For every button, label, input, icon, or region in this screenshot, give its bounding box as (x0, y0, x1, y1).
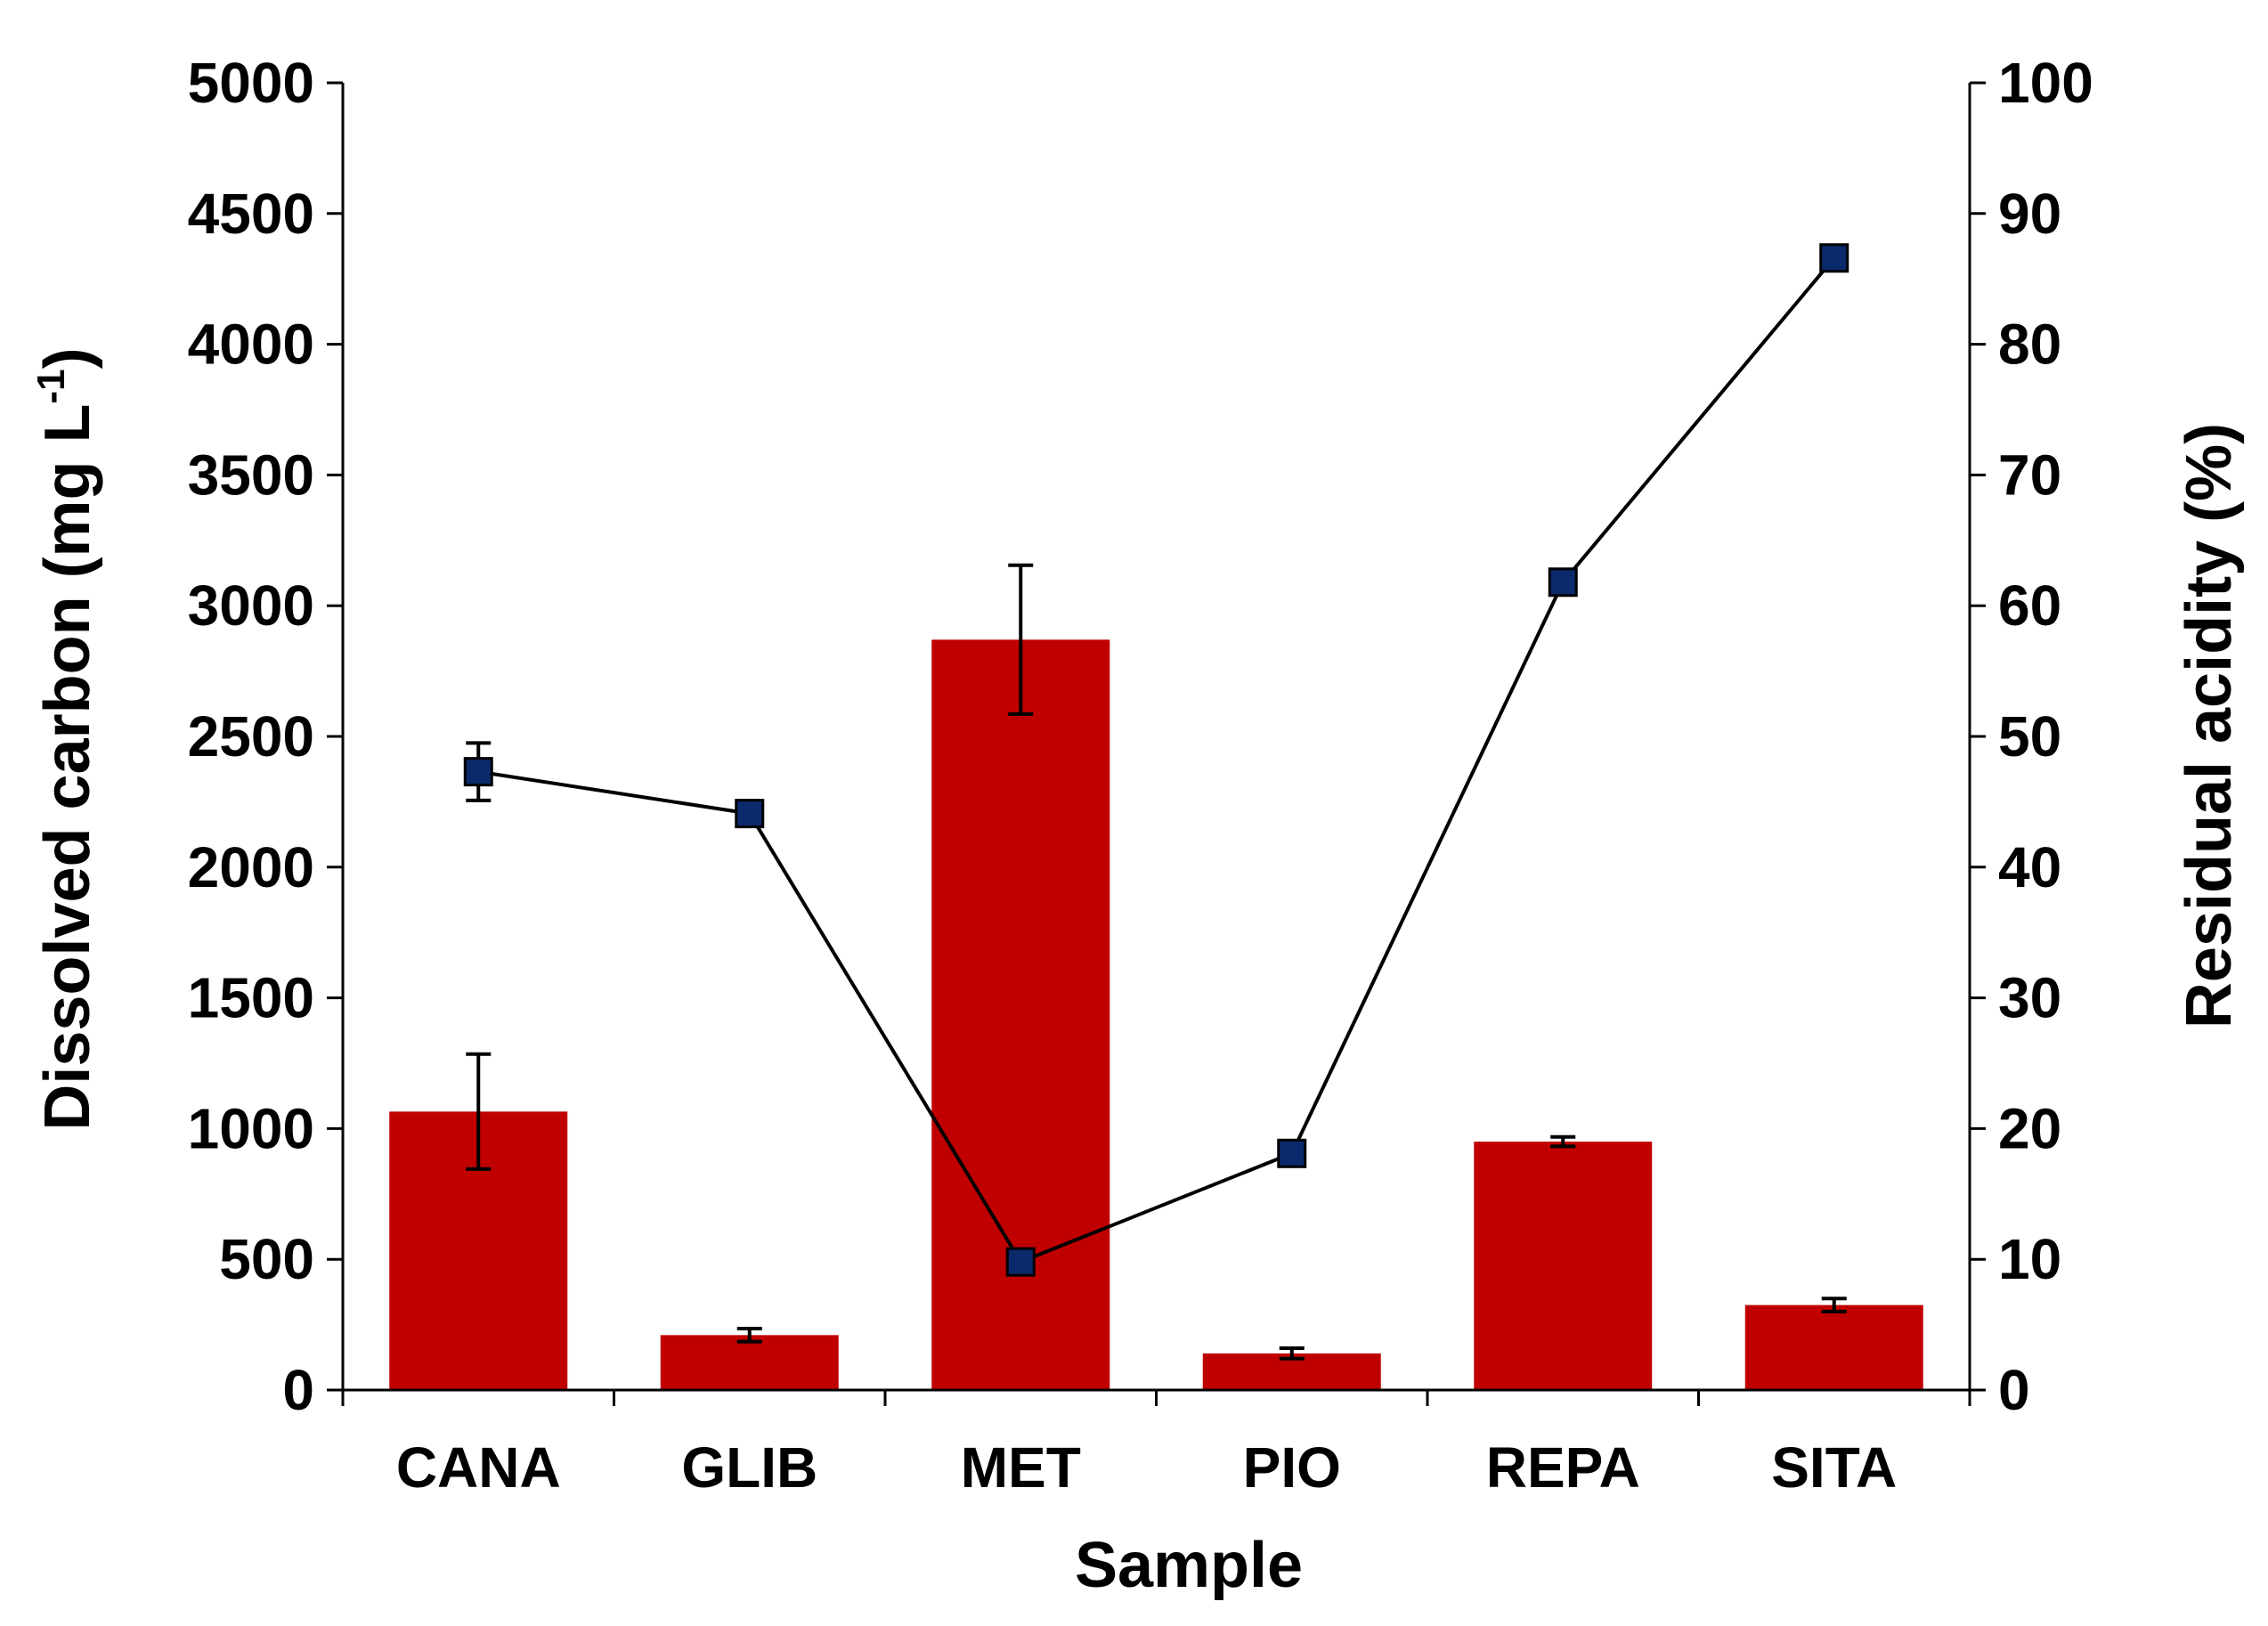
left-axis-title-superscript: -1 (29, 369, 73, 403)
left-axis-title: Dissolved carbon (mg L-1) (29, 347, 103, 1130)
left-tick-label: 4500 (188, 182, 314, 246)
acidity-markers (463, 243, 1849, 1277)
right-tick-label: 70 (1998, 443, 2061, 507)
right-tick-label: 100 (1998, 51, 2093, 115)
left-tick-label: 500 (219, 1227, 314, 1291)
bar-sita (1744, 1305, 1923, 1390)
left-tick-label: 5000 (188, 51, 314, 115)
right-tick-label: 20 (1998, 1096, 2061, 1160)
acidity-line (477, 256, 1836, 1264)
bar-error-met (1008, 563, 1034, 717)
acidity-marker-cana (463, 757, 493, 787)
bars-layer (389, 639, 1923, 1390)
x-axis-title: Sample (1075, 1530, 1303, 1601)
right-tick-label: 60 (1998, 573, 2061, 638)
right-tick-label: 30 (1998, 966, 2061, 1030)
category-labels: CANA GLIB MET PIO REPA SITA (396, 1435, 1897, 1500)
category-label-sita: SITA (1771, 1435, 1897, 1500)
right-tick-label: 0 (1998, 1358, 2030, 1422)
bar-error-pio (1279, 1346, 1305, 1361)
right-tick-label: 50 (1998, 704, 2061, 768)
category-label-glib: GLIB (681, 1435, 817, 1500)
acidity-marker-repa (1548, 567, 1578, 598)
left-tick-label: 2000 (188, 835, 314, 899)
category-label-cana: CANA (396, 1435, 561, 1500)
left-axis-title-close: ) (32, 347, 103, 369)
bar-glib (660, 1335, 839, 1390)
left-tick-label: 4000 (188, 313, 314, 377)
category-label-pio: PIO (1243, 1435, 1341, 1500)
bar-error-repa (1550, 1134, 1576, 1149)
left-tick-label: 1000 (188, 1096, 314, 1160)
acidity-marker-glib (735, 799, 765, 829)
left-tick-label: 1500 (188, 966, 314, 1030)
left-tick-label: 2500 (188, 704, 314, 768)
left-tick-label: 3500 (188, 443, 314, 507)
acidity-marker-met (1005, 1247, 1036, 1277)
bar-repa (1474, 1142, 1653, 1390)
right-axis-title: Residual acidity (%) (2174, 423, 2245, 1028)
category-label-met: MET (961, 1435, 1081, 1500)
right-axis-ticks: 0 10 20 30 40 50 60 70 80 90 100 (1970, 51, 2093, 1422)
left-tick-label: 3000 (188, 573, 314, 638)
acidity-marker-sita (1819, 243, 1849, 273)
bar-error-cana (466, 1052, 492, 1171)
right-tick-label: 10 (1998, 1227, 2061, 1291)
acidity-line-layer (477, 256, 1836, 1264)
category-label-repa: REPA (1486, 1435, 1640, 1500)
right-tick-label: 40 (1998, 835, 2061, 899)
acidity-marker-pio (1277, 1138, 1307, 1168)
bar-error-sita (1821, 1297, 1847, 1313)
left-axis-title-main: Dissolved carbon (mg L (32, 403, 103, 1130)
bar-error-glib (736, 1327, 762, 1344)
right-tick-label: 80 (1998, 313, 2061, 377)
right-tick-label: 90 (1998, 182, 2061, 246)
left-axis-ticks: 0 500 1000 1500 2000 2500 3000 3500 4000 4500 5000 (188, 51, 343, 1422)
acidity-error-bars (466, 252, 1847, 1268)
left-tick-label: 0 (282, 1358, 314, 1422)
bar-error-bars (466, 563, 1847, 1361)
bar-met (931, 639, 1110, 1390)
